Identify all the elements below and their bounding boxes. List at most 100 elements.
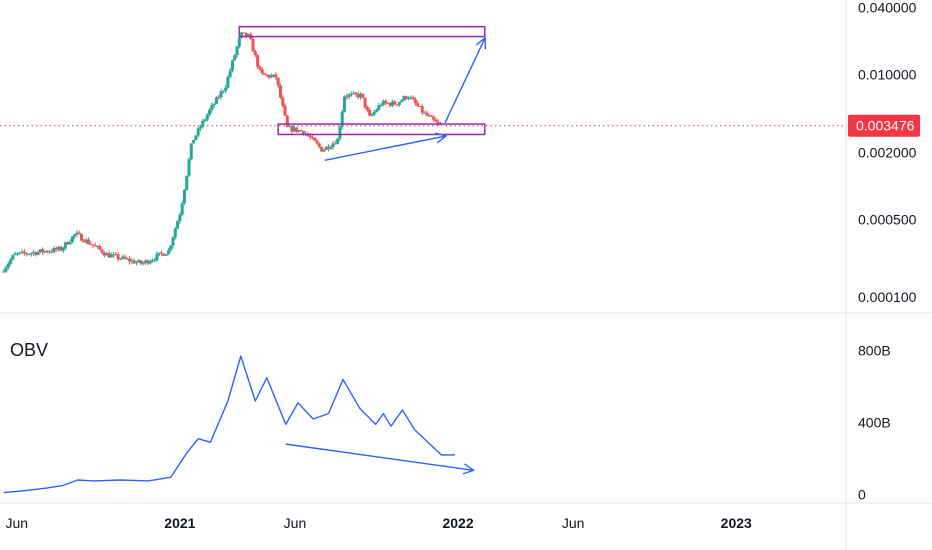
- candle-body: [160, 252, 164, 254]
- candle-body: [157, 252, 161, 255]
- candle-body: [125, 258, 129, 260]
- time-axis-tick-label: 2022: [442, 515, 473, 531]
- candle-body: [333, 143, 337, 145]
- candle-body: [91, 244, 95, 246]
- candle-body: [121, 256, 125, 259]
- candle-body: [80, 234, 84, 241]
- candle-body: [153, 259, 157, 261]
- candle-body: [141, 262, 145, 264]
- obv-axis[interactable]: 800B 400B 0: [858, 343, 891, 503]
- candle-body: [326, 146, 330, 149]
- candle-body: [342, 96, 346, 112]
- candle-body: [212, 103, 216, 105]
- candle-body: [77, 232, 81, 235]
- candle-body: [381, 101, 385, 105]
- candle-body: [146, 260, 150, 264]
- obv-pane[interactable]: OBV: [3, 340, 473, 494]
- candle-body: [242, 32, 246, 34]
- candle-body: [128, 258, 132, 262]
- candle-body: [52, 247, 56, 252]
- candle-body: [214, 97, 218, 104]
- candle-body: [365, 107, 369, 110]
- candle-body: [57, 246, 61, 250]
- candle-body: [107, 253, 111, 258]
- candle-body: [105, 253, 109, 256]
- time-axis-tick-label: 2021: [164, 515, 195, 531]
- candle-body: [278, 85, 282, 98]
- price-axis[interactable]: 0.040000 0.010000 0.002000 0.000500 0.000100: [858, 0, 917, 305]
- candle-body: [395, 104, 399, 106]
- candle-body: [198, 127, 202, 129]
- candle-body: [347, 94, 351, 97]
- obv-trend-arrow: [285, 443, 473, 470]
- candle-body: [228, 70, 232, 78]
- candle-body: [423, 112, 427, 114]
- price-axis-tick-label: 0.040000: [858, 0, 917, 16]
- last-price-tag-bg: [848, 114, 920, 137]
- trend-arrows: [324, 39, 485, 161]
- candle-body: [244, 32, 248, 37]
- candle-body: [221, 90, 225, 92]
- candle-body: [361, 93, 365, 98]
- candle-body: [109, 254, 113, 258]
- candle-body: [86, 239, 90, 244]
- candle-body: [407, 98, 411, 100]
- candle-body: [41, 249, 45, 253]
- candle-body: [84, 239, 88, 243]
- candle-body: [96, 246, 100, 248]
- trend-arrow: [444, 39, 485, 123]
- candle-body: [219, 91, 223, 98]
- candle-body: [11, 254, 15, 260]
- candle-body: [409, 97, 413, 99]
- candle-body: [134, 262, 138, 264]
- candle-body: [173, 228, 177, 238]
- candle-body: [336, 138, 340, 145]
- time-axis[interactable]: Jun 2021 Jun 2022 Jun 2023: [5, 515, 752, 531]
- candle-body: [368, 109, 372, 116]
- candle-body: [18, 252, 22, 254]
- candle-body: [59, 246, 63, 251]
- candle-body: [64, 242, 68, 248]
- candle-body: [262, 73, 266, 75]
- candle-body: [22, 251, 26, 254]
- candle-body: [384, 101, 388, 103]
- candle-body: [137, 260, 141, 263]
- trend-arrow: [324, 136, 445, 161]
- candle-body: [274, 74, 278, 78]
- candle-body: [320, 146, 324, 152]
- candle-body: [393, 101, 397, 105]
- candle-body: [66, 242, 70, 245]
- candle-body: [324, 146, 328, 150]
- candle-body: [256, 55, 260, 67]
- price-pane[interactable]: [0, 25, 846, 274]
- candle-body: [164, 254, 168, 256]
- candle-body: [260, 69, 264, 74]
- candle-body: [315, 140, 319, 144]
- candle-body: [169, 245, 173, 251]
- candle-body: [210, 104, 214, 110]
- candle-body: [237, 37, 241, 47]
- candle-body: [432, 116, 436, 120]
- candle-body: [25, 253, 29, 255]
- last-price-tag: 0.003476: [848, 114, 920, 137]
- candle-body: [288, 126, 292, 128]
- obv-line: [3, 355, 455, 494]
- candle-body: [20, 251, 24, 253]
- candle-body: [418, 106, 422, 108]
- candle-body: [226, 77, 230, 88]
- candle-body: [345, 96, 349, 98]
- candle-body: [201, 120, 205, 128]
- candle-body: [93, 245, 97, 247]
- last-price-tag-label: 0.003476: [856, 118, 915, 134]
- candle-body: [427, 115, 431, 117]
- candle-body: [233, 55, 237, 61]
- candle-body: [429, 115, 433, 117]
- candle-body: [176, 221, 180, 229]
- candle-body: [317, 143, 321, 147]
- candle-body: [230, 60, 234, 71]
- candle-body: [301, 130, 305, 134]
- obv-axis-tick-label: 0: [858, 486, 866, 502]
- candle-body: [359, 93, 363, 98]
- candle-body: [251, 39, 255, 52]
